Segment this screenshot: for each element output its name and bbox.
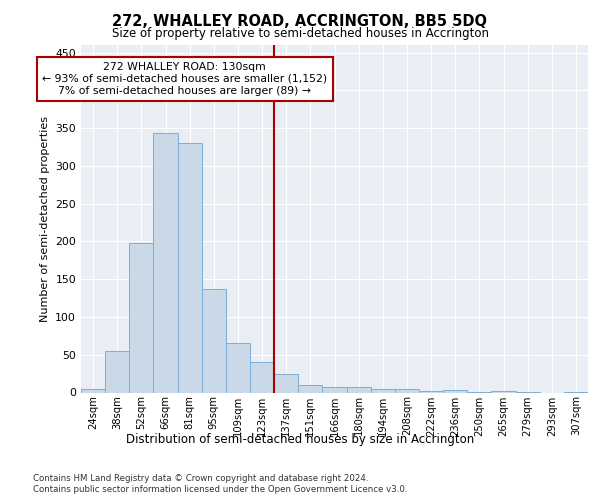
- Text: Contains HM Land Registry data © Crown copyright and database right 2024.: Contains HM Land Registry data © Crown c…: [33, 474, 368, 483]
- Bar: [419, 391, 443, 392]
- Bar: [129, 243, 154, 392]
- Bar: [443, 390, 467, 392]
- Bar: [347, 387, 371, 392]
- Bar: [298, 385, 322, 392]
- Bar: [274, 374, 298, 392]
- Bar: [81, 388, 105, 392]
- Text: 272, WHALLEY ROAD, ACCRINGTON, BB5 5DQ: 272, WHALLEY ROAD, ACCRINGTON, BB5 5DQ: [113, 14, 487, 29]
- Text: 272 WHALLEY ROAD: 130sqm
← 93% of semi-detached houses are smaller (1,152)
7% of: 272 WHALLEY ROAD: 130sqm ← 93% of semi-d…: [42, 62, 328, 96]
- Bar: [154, 134, 178, 392]
- Bar: [105, 351, 129, 393]
- Bar: [178, 143, 202, 392]
- Bar: [226, 342, 250, 392]
- Y-axis label: Number of semi-detached properties: Number of semi-detached properties: [40, 116, 50, 322]
- Bar: [250, 362, 274, 392]
- Bar: [491, 391, 515, 392]
- Text: Distribution of semi-detached houses by size in Accrington: Distribution of semi-detached houses by …: [126, 432, 474, 446]
- Bar: [371, 388, 395, 392]
- Text: Contains public sector information licensed under the Open Government Licence v3: Contains public sector information licen…: [33, 485, 407, 494]
- Bar: [395, 390, 419, 392]
- Bar: [202, 289, 226, 393]
- Bar: [322, 387, 347, 392]
- Text: Size of property relative to semi-detached houses in Accrington: Size of property relative to semi-detach…: [112, 28, 488, 40]
